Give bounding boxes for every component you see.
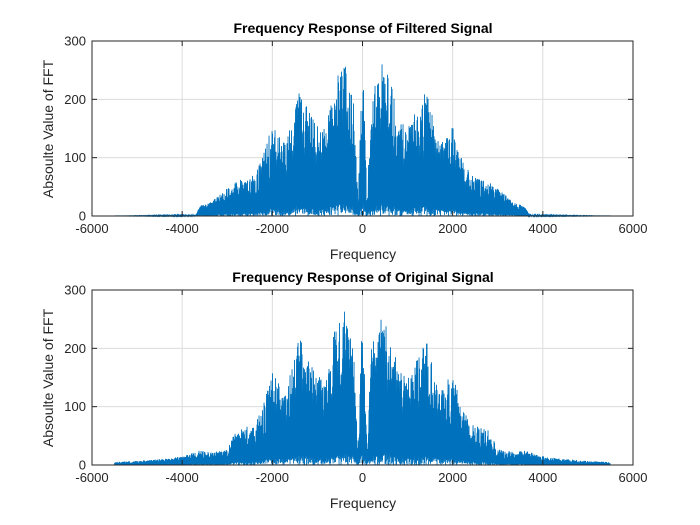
chart-title: Frequency Response of Filtered Signal <box>233 20 492 36</box>
y-tick-label: 100 <box>64 150 86 165</box>
y-axis-label: Absoulte Value of FFT <box>40 308 56 447</box>
x-tick-label: -6000 <box>75 221 108 236</box>
x-tick-label: -6000 <box>75 470 108 485</box>
y-tick-label: 200 <box>64 341 86 356</box>
x-tick-label: -2000 <box>256 221 289 236</box>
y-tick-label: 0 <box>79 458 86 473</box>
y-tick-label: 0 <box>79 209 86 224</box>
y-tick-label: 200 <box>64 92 86 107</box>
axes-filtered-signal: Frequency Response of Filtered Signal -6… <box>40 20 647 262</box>
y-tick-label: 100 <box>64 399 86 414</box>
x-tick-label: 2000 <box>438 470 467 485</box>
x-tick-label: -2000 <box>256 470 289 485</box>
plot-area: -6000 -4000 -2000 0 2000 4000 6000 0 100 200 300 <box>64 283 647 486</box>
x-tick-label: 2000 <box>438 221 467 236</box>
x-tick-label: -4000 <box>166 470 199 485</box>
x-tick-label: 4000 <box>528 221 557 236</box>
x-tick-label: 4000 <box>528 470 557 485</box>
x-tick-label: -4000 <box>166 221 199 236</box>
x-tick-label: 6000 <box>619 470 648 485</box>
x-axis-label: Frequency <box>330 246 396 262</box>
y-tick-label: 300 <box>64 34 86 49</box>
x-axis-label: Frequency <box>330 495 396 511</box>
chart-title: Frequency Response of Original Signal <box>232 269 493 285</box>
x-tick-label: 0 <box>359 221 366 236</box>
plot-area: -6000 -4000 -2000 0 2000 4000 6000 0 100 200 300 <box>64 34 647 237</box>
x-tick-label: 0 <box>359 470 366 485</box>
y-axis-label: Absoulte Value of FFT <box>40 59 56 198</box>
y-tick-label: 300 <box>64 283 86 298</box>
axes-original-signal: Frequency Response of Original Signal -6… <box>40 269 647 511</box>
x-tick-label: 6000 <box>619 221 648 236</box>
